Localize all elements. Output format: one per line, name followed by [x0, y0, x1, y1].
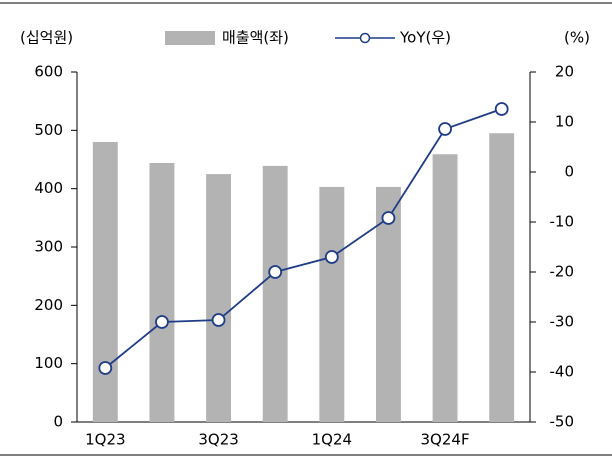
bar — [149, 163, 175, 422]
bar — [375, 186, 401, 422]
y-tick-label: 600 — [34, 63, 63, 81]
y-tick-label: 200 — [34, 296, 63, 314]
legend-swatch-bar — [165, 31, 215, 45]
y2-axis-label: (%) — [564, 29, 590, 47]
y-axis-label: (십억원) — [20, 29, 73, 47]
y2-tick-label: 10 — [555, 113, 574, 131]
y-tick-label: 0 — [53, 413, 63, 431]
y2-tick-label: -20 — [550, 263, 575, 281]
y2-tick-label: -10 — [550, 213, 575, 231]
marker — [155, 315, 169, 329]
legend-label: YoY(우) — [399, 29, 451, 47]
bar — [262, 165, 288, 422]
bar — [432, 154, 458, 422]
y-tick-label: 100 — [34, 354, 63, 372]
x-tick-label: 3Q23 — [198, 431, 238, 449]
y-tick-label: 300 — [34, 238, 63, 256]
x-tick-label: 3Q24F — [421, 431, 470, 449]
bar — [489, 133, 515, 422]
marker — [98, 361, 113, 375]
legend-label: 매출액(좌) — [222, 29, 289, 47]
bar — [206, 174, 232, 422]
line — [104, 108, 502, 369]
marker — [381, 211, 396, 225]
y-tick-label: 500 — [34, 121, 63, 139]
y2-tick-label: -40 — [550, 363, 575, 381]
x-tick-label: 1Q24 — [312, 431, 352, 449]
marker — [438, 122, 452, 136]
marker — [268, 265, 283, 279]
marker — [211, 313, 226, 327]
y2-tick-label: -30 — [550, 313, 575, 331]
y2-tick-label: 0 — [564, 163, 574, 181]
bar — [92, 142, 118, 422]
marker — [494, 102, 509, 116]
marker — [324, 250, 339, 264]
y2-tick-label: -50 — [550, 413, 575, 431]
y-tick-label: 400 — [34, 179, 63, 197]
bar — [319, 186, 345, 422]
y2-tick-label: 20 — [555, 63, 574, 81]
x-tick-label: 1Q23 — [85, 431, 125, 449]
legend-swatch-marker — [359, 32, 371, 44]
